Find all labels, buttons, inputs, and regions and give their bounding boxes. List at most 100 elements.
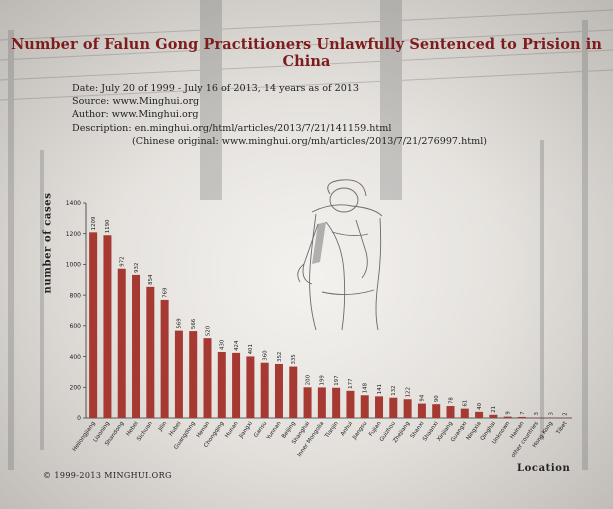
bars [89, 232, 569, 418]
x-tick-label: Hebei [125, 420, 139, 437]
info-block: Date: July 20 of 1999 - July 16 of 2013,… [72, 82, 487, 148]
bar-value-label: 569 [177, 318, 183, 329]
chart-title: Number of Falun Gong Practitioners Unlaw… [10, 36, 603, 70]
x-tick-label: Hubei [168, 420, 183, 437]
bar-value-label: 352 [277, 352, 283, 362]
x-tick-label: Sichuan [136, 420, 154, 442]
bar [289, 366, 298, 418]
bar [317, 387, 326, 418]
prisoner-illustration [297, 179, 383, 331]
y-tick-label: 800 [70, 292, 82, 299]
bar-value-label: 21 [491, 406, 497, 413]
bar [160, 299, 169, 418]
bar [460, 408, 469, 418]
x-tick-label: Inner Mongolia [297, 421, 326, 459]
bar-value-label: 401 [248, 344, 254, 354]
bar [217, 351, 226, 418]
bar [174, 330, 183, 418]
bar-value-label: 335 [291, 354, 297, 364]
bar-value-label: 520 [205, 325, 211, 336]
bar-value-label: 94 [420, 394, 426, 401]
bar [517, 416, 526, 418]
bar [475, 411, 484, 418]
x-tick-label: Tianjin [324, 420, 340, 440]
bar-value-label: 2 [563, 412, 569, 415]
y-axis-label: number of cases [42, 192, 54, 294]
bar-value-label: 430 [220, 339, 226, 350]
info-chinese-original: (Chinese original: www.minghui.org/mh/ar… [132, 135, 488, 147]
y-tick-label: 1400 [66, 200, 81, 207]
x-tick-label: Tibet [555, 420, 569, 436]
bar-value-label: 360 [262, 350, 268, 361]
bar [189, 331, 198, 418]
bar-value-label: 424 [234, 340, 240, 351]
bar-value-label: 769 [162, 287, 168, 298]
x-tick-label: Jiangxi [238, 420, 254, 440]
bar-value-label: 122 [405, 387, 411, 397]
x-tick-label: Jiangsu [351, 420, 368, 441]
bar-value-label: 7 [520, 411, 526, 414]
bar-value-label: 932 [134, 263, 140, 273]
bar [403, 399, 412, 418]
bar-value-label: 141 [377, 384, 383, 394]
bar [360, 395, 369, 418]
info-author: Author: www.Minghui.org [72, 109, 199, 121]
bar-value-label: 197 [334, 375, 340, 385]
bar-value-label: 61 [463, 400, 469, 407]
info-source: Source: www.Minghui.org [72, 96, 200, 108]
bar [346, 390, 355, 418]
bar-value-label: 200 [305, 374, 311, 385]
info-description: Description: en.minghui.org/html/article… [72, 122, 392, 134]
bar [432, 404, 441, 418]
bar-value-label: 3 [534, 412, 540, 415]
bar-value-label: 90 [434, 395, 440, 402]
bar-value-label: 78 [448, 397, 454, 404]
bar [117, 268, 126, 418]
y-tick-label: 400 [70, 354, 82, 361]
bar [446, 406, 455, 418]
x-tick-label: Jilin [157, 420, 168, 433]
y-tick-label: 1000 [66, 262, 81, 269]
bar-value-label: 177 [348, 379, 354, 389]
x-tick-label: Fujian [368, 420, 383, 437]
y-tick-label: 1200 [66, 231, 81, 238]
x-tick-label: Yunnan [265, 420, 282, 441]
bar [503, 416, 512, 418]
bar-value-label: 148 [363, 382, 369, 393]
bar-value-label: 1209 [91, 216, 97, 230]
bar [375, 396, 384, 418]
bar-value-label: 854 [148, 274, 154, 285]
bar [132, 274, 141, 418]
bar [389, 397, 398, 418]
x-axis-label: Location [517, 463, 571, 474]
bar-value-label: 972 [120, 256, 126, 266]
bar-value-label: 9 [505, 411, 511, 415]
bar [417, 403, 426, 418]
bar [146, 286, 155, 418]
bar-value-label: 132 [391, 385, 397, 395]
bar-value-label: 3 [548, 412, 554, 415]
bar [274, 363, 283, 418]
bar [246, 356, 255, 418]
bar-value-label: 566 [191, 318, 197, 329]
bar-value-label: 40 [477, 402, 483, 409]
bar-value-label: 1190 [105, 219, 111, 233]
bar [260, 362, 269, 418]
bar [303, 387, 312, 418]
bar-value-label: 199 [320, 375, 326, 386]
y-tick-label: 600 [70, 323, 82, 330]
x-tick-label: Anhui [340, 420, 354, 437]
bar [332, 387, 341, 418]
bar [103, 235, 112, 418]
copyright: © 1999-2013 MINGHUI.ORG [43, 471, 172, 480]
x-tick-label: Heilongjiang [72, 420, 97, 452]
bar [489, 414, 498, 418]
y-tick-label: 200 [70, 384, 82, 391]
bar [203, 338, 212, 418]
bar [89, 232, 98, 418]
